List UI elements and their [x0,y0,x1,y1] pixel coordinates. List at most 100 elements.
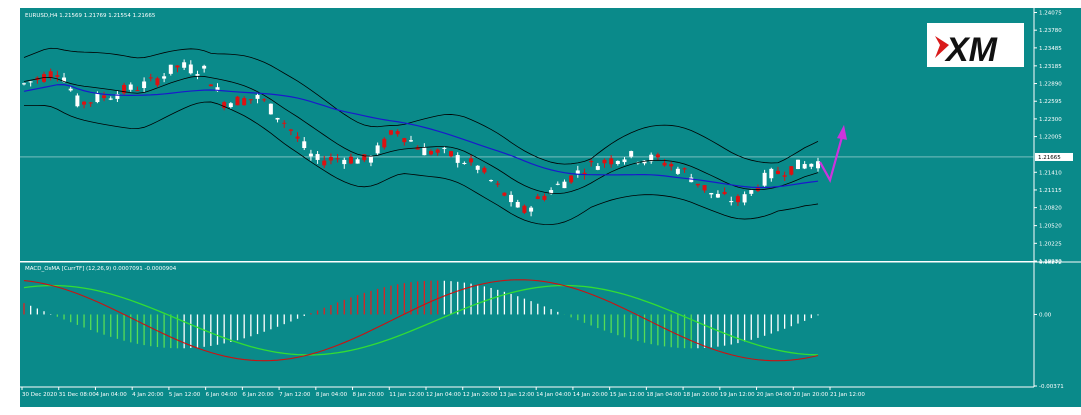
candle-body [449,151,454,157]
xm-logo-red-mark [935,36,949,58]
candle-body [282,122,287,124]
candle-body [55,75,60,77]
candle-body [682,168,687,170]
macd-signal-line [23,284,819,356]
candle-body [649,154,654,162]
price-y-tick-label: 1.20225 [1039,241,1062,247]
price-y-tick-label: 1.22595 [1039,99,1062,105]
price-y-tick-label: 1.20820 [1039,206,1062,212]
candle-body [735,196,740,203]
candle-body [795,159,800,170]
candle-body [202,65,207,69]
macd-panel-bg [20,262,1034,387]
x-tick-label: 11 Jan 12:00 [389,392,424,398]
moving-average-line [23,84,819,189]
candle-body [175,65,180,68]
x-tick-label: 5 Jan 12:00 [169,392,201,398]
candle-body [268,103,273,115]
candle-body [115,94,120,99]
macd-y-tick-label: -0.00371 [1039,384,1064,390]
x-tick-label: 8 Jan 04:00 [316,392,348,398]
candle-body [695,183,700,186]
candle-body [288,129,293,131]
candle-body [575,170,580,174]
price-y-tick-label: 1.22300 [1039,117,1062,123]
candle-body [88,102,93,104]
candle-body [322,160,327,166]
x-tick-label: 20 Jan 04:00 [757,392,792,398]
candle-body [148,77,153,79]
candle-body [542,195,547,200]
candle-body [188,64,193,74]
xm-logo: XM [927,23,1024,69]
x-tick-label: 30 Dec 2020 [22,392,58,398]
candle-body [362,154,367,161]
x-tick-label: 18 Jan 04:00 [646,392,681,398]
candle-body [809,163,814,167]
candle-body [609,158,614,165]
candle-body [135,90,140,92]
candle-body [629,151,634,157]
candle-body [475,165,480,170]
candle-body [75,95,80,107]
bollinger-lower-line [23,101,819,226]
x-tick-label: 13 Jan 12:00 [499,392,534,398]
candle-body [749,190,754,194]
candle-body [182,62,187,68]
candle-body [102,95,107,99]
candle-body [675,168,680,174]
candle-body [515,201,520,208]
candle-body [48,71,53,79]
candle-body [422,147,427,156]
price-chart-title: EURUSD,H4 1.21569 1.21769 1.21554 1.2166… [25,13,156,19]
candle-body [775,170,780,174]
candle-body [789,166,794,175]
candle-body [602,159,607,164]
candle-body [762,172,767,186]
price-panel-bg [20,8,1034,261]
candle-body [122,84,127,94]
candle-body [275,117,280,120]
candle-body [782,175,787,177]
candle-body [375,145,380,154]
x-tick-label: 12 Jan 04:00 [426,392,461,398]
candle-body [502,192,507,196]
candle-body [549,190,554,194]
candle-body [62,77,67,82]
x-tick-label: 8 Jan 20:00 [353,392,385,398]
candle-body [442,147,447,149]
candle-body [308,153,313,157]
candle-body [535,196,540,200]
candle-body [402,138,407,143]
candle-body [248,99,253,101]
candle-body [755,187,760,191]
candle-body [729,201,734,203]
macd-chart-title: MACD_OsMA [CurrTF] (12,26,9) 0.0007091 -… [25,266,177,272]
price-y-tick-label: 1.23780 [1039,28,1062,34]
candle-body [469,158,474,163]
x-tick-label: 18 Jan 20:00 [683,392,718,398]
price-y-tick-label: 1.21115 [1039,188,1062,194]
current-price-label: 1.21665 [1038,155,1061,161]
macd-y-tick-label: 0.00 [1039,312,1052,318]
candle-body [562,181,567,189]
candle-body [342,159,347,165]
current-price-tag [1035,152,1073,161]
macd-line [23,279,819,362]
candle-body [816,161,820,169]
candle-body [195,74,200,76]
price-y-tick-label: 1.23185 [1039,64,1062,70]
candle-body [802,164,807,169]
candle-body [742,194,747,203]
price-y-tick-label: 1.23485 [1039,46,1062,52]
macd-y-tick-label: 0.00272 [1039,260,1062,266]
candle-body [569,175,574,183]
candle-body [168,64,173,74]
candle-body [68,88,73,91]
candle-body [142,81,147,89]
candle-body [582,172,587,175]
candle-body [28,81,33,83]
candle-body [108,98,113,100]
candle-body [95,93,100,103]
